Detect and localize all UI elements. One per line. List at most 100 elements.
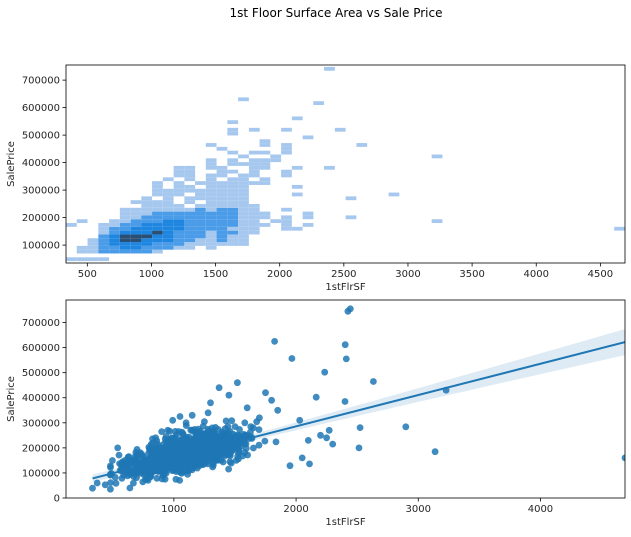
- scatter-point: [356, 424, 364, 431]
- histogram-bin: [195, 192, 206, 197]
- histogram-bin: [141, 207, 153, 212]
- scatter-point: [153, 474, 161, 482]
- histogram-bin: [173, 226, 185, 231]
- histogram-bin: [141, 249, 153, 254]
- histogram-bin: [173, 203, 185, 208]
- histogram-bin: [281, 215, 292, 220]
- histogram-bin: [76, 249, 88, 254]
- scatter-point: [201, 418, 208, 425]
- x-tick-label: 4500: [588, 269, 613, 280]
- histogram-bin: [248, 162, 260, 166]
- histogram-bin: [227, 211, 239, 216]
- histogram-bin: [205, 165, 217, 170]
- scatter-point: [231, 423, 239, 430]
- scatter-point: [261, 437, 269, 445]
- scatter-axes-frame: [65, 299, 626, 499]
- histogram-bin: [227, 200, 239, 204]
- histogram-bin: [98, 238, 110, 243]
- histogram-bin: [216, 200, 228, 204]
- y-tick-label: 700000: [22, 318, 60, 329]
- histogram-bin: [98, 234, 110, 239]
- histogram-bin: [195, 215, 206, 220]
- histogram-bin: [270, 154, 282, 159]
- y-tick-label: 600000: [22, 343, 60, 354]
- scatter-point: [166, 448, 174, 456]
- scatter-point: [228, 417, 236, 425]
- scatter-point: [215, 384, 223, 392]
- histogram-bin: [141, 245, 153, 250]
- histogram-bin: [345, 215, 357, 220]
- scatter-point: [271, 338, 278, 345]
- histogram-bin: [119, 211, 131, 216]
- scatter-point: [143, 475, 151, 483]
- histogram-bin: [281, 150, 292, 155]
- scatter-point: [179, 460, 187, 468]
- histogram-bin: [66, 257, 77, 262]
- scatter-panel: 1000 2000 3000 4000 0 100000 200000 300000 4000…: [6, 299, 626, 528]
- histogram-bin: [130, 215, 142, 220]
- histogram-bin: [98, 226, 110, 231]
- scatter-point: [370, 378, 377, 385]
- histogram-bin: [238, 173, 249, 178]
- scatter-point: [296, 416, 304, 424]
- scatter-point: [168, 434, 175, 442]
- histogram-bin: [130, 211, 142, 216]
- histogram-bin: [205, 211, 217, 216]
- histogram-bin: [248, 211, 260, 216]
- histogram-bin: [238, 97, 249, 102]
- histogram-bin: [173, 245, 185, 250]
- histogram-bin: [195, 226, 206, 231]
- histogram-bin: [259, 181, 271, 185]
- histogram-bin: [109, 245, 120, 250]
- histogram-bin: [119, 234, 131, 239]
- scatter-point: [89, 484, 96, 492]
- x-tick-label: 1500: [203, 269, 228, 280]
- scatter-point: [317, 431, 324, 439]
- scatter-point: [107, 464, 114, 471]
- histogram-bin: [238, 230, 249, 235]
- histogram-bin: [281, 146, 292, 151]
- scatter-point: [147, 446, 155, 454]
- histogram-bin: [205, 162, 217, 166]
- histogram-bin: [173, 184, 185, 189]
- scatter-point: [402, 423, 410, 431]
- histogram-x-ticks: 500 1000 1500 2000 2500 3000 3500 4000 4500: [78, 263, 613, 280]
- histogram-bin: [248, 226, 260, 231]
- histogram-bin: [130, 226, 142, 231]
- histogram-bin: [281, 173, 292, 178]
- histogram-bin: [87, 257, 99, 262]
- histogram-bin: [98, 245, 110, 250]
- histogram-bin: [216, 192, 228, 197]
- histogram-bin: [130, 245, 142, 250]
- histogram-bin: [130, 230, 142, 235]
- histogram-bin: [216, 173, 228, 178]
- histogram-bin: [216, 188, 228, 193]
- histogram-bin: [324, 165, 335, 170]
- histogram-bin: [248, 203, 260, 208]
- histogram-bin: [195, 230, 206, 235]
- histogram-bin: [302, 211, 314, 216]
- x-tick-label: 2000: [283, 504, 308, 515]
- histogram-bin: [173, 215, 185, 220]
- histogram-bin: [119, 245, 131, 250]
- scatter-point: [225, 465, 233, 473]
- histogram-bin: [216, 219, 228, 224]
- histogram-bin: [216, 230, 228, 235]
- histogram-bin: [109, 238, 120, 243]
- histogram-bin: [227, 215, 239, 220]
- histogram-bin: [173, 181, 185, 185]
- scatter-point: [304, 437, 312, 444]
- histogram-bin: [87, 238, 99, 243]
- scatter-plot-area: [89, 305, 625, 493]
- histogram-bin: [76, 245, 88, 250]
- histogram-bin: [152, 203, 163, 208]
- scatter-point: [155, 452, 163, 460]
- histogram-bin: [195, 181, 206, 185]
- histogram-bin: [227, 181, 239, 185]
- histogram-bin: [162, 211, 174, 216]
- histogram-bin: [216, 226, 228, 231]
- scatter-point: [208, 435, 215, 443]
- histogram-bin: [184, 173, 196, 178]
- histogram-bin: [152, 211, 163, 216]
